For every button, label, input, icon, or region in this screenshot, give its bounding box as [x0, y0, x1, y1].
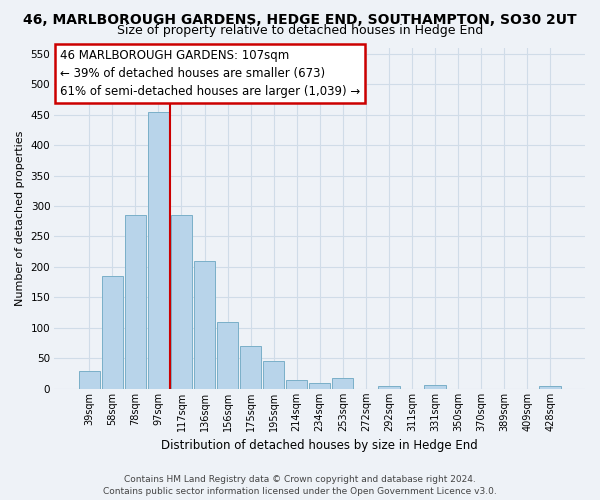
- X-axis label: Distribution of detached houses by size in Hedge End: Distribution of detached houses by size …: [161, 440, 478, 452]
- Bar: [378, 386, 400, 389]
- Y-axis label: Number of detached properties: Number of detached properties: [15, 130, 25, 306]
- Text: Size of property relative to detached houses in Hedge End: Size of property relative to detached ho…: [117, 24, 483, 37]
- Bar: [240, 346, 262, 389]
- Bar: [309, 384, 331, 389]
- Bar: [171, 215, 192, 389]
- Bar: [125, 215, 146, 389]
- Bar: [194, 261, 215, 389]
- Text: 46 MARLBOROUGH GARDENS: 107sqm
← 39% of detached houses are smaller (673)
61% of: 46 MARLBOROUGH GARDENS: 107sqm ← 39% of …: [60, 49, 360, 98]
- Bar: [286, 380, 307, 389]
- Bar: [217, 322, 238, 389]
- Bar: [539, 386, 561, 389]
- Bar: [263, 362, 284, 389]
- Bar: [332, 378, 353, 389]
- Bar: [101, 276, 123, 389]
- Bar: [424, 385, 446, 389]
- Text: 46, MARLBOROUGH GARDENS, HEDGE END, SOUTHAMPTON, SO30 2UT: 46, MARLBOROUGH GARDENS, HEDGE END, SOUT…: [23, 12, 577, 26]
- Bar: [148, 112, 169, 389]
- Text: Contains HM Land Registry data © Crown copyright and database right 2024.
Contai: Contains HM Land Registry data © Crown c…: [103, 474, 497, 496]
- Bar: [79, 370, 100, 389]
